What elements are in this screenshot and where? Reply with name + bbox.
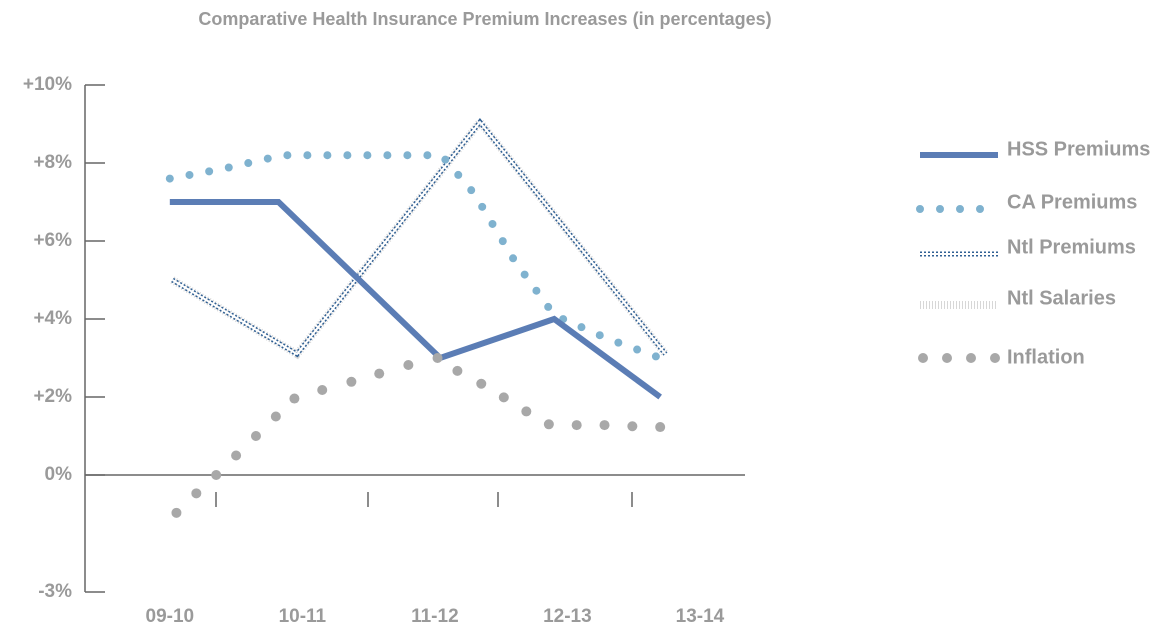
y-tick-label: 0% xyxy=(45,464,73,485)
point xyxy=(403,360,414,371)
point xyxy=(289,393,300,404)
point xyxy=(211,470,222,480)
point xyxy=(432,353,443,363)
point xyxy=(476,378,487,389)
legend-label: Ntl Premiums xyxy=(1007,236,1136,258)
series-line xyxy=(169,199,662,400)
point xyxy=(317,384,328,395)
series-line xyxy=(170,115,669,360)
point xyxy=(498,392,509,403)
y-tick-label: -3% xyxy=(38,581,72,602)
legend-label: CA Premiums xyxy=(1007,191,1137,213)
point xyxy=(571,420,582,431)
x-tick-label: 10-11 xyxy=(279,606,327,627)
point xyxy=(374,368,385,379)
x-tick-label: 13-14 xyxy=(676,606,725,627)
y-tick-label: +8% xyxy=(33,152,72,173)
x-tick-label: 12-13 xyxy=(543,606,592,627)
series-line xyxy=(171,120,667,356)
legend-swatch xyxy=(966,353,976,363)
chart-title: Comparative Health Insurance Premium Inc… xyxy=(198,9,771,29)
x-tick-label: 09-10 xyxy=(146,606,195,627)
y-tick-label: +2% xyxy=(33,386,72,407)
legend-label: Inflation xyxy=(1007,346,1085,368)
legend-swatch xyxy=(918,353,928,363)
point xyxy=(543,419,554,430)
point xyxy=(521,406,532,417)
point xyxy=(270,411,281,422)
y-tick-label: +4% xyxy=(33,308,72,329)
legend-swatch xyxy=(990,353,1000,363)
point xyxy=(171,507,182,518)
y-tick-label: +6% xyxy=(33,230,72,251)
point xyxy=(452,365,463,376)
legend-swatch xyxy=(942,353,952,363)
series-line xyxy=(171,118,668,358)
point xyxy=(250,431,261,441)
point xyxy=(599,420,610,431)
point xyxy=(231,450,242,461)
legend-label: HSS Premiums xyxy=(1007,138,1150,160)
y-tick-label: +10% xyxy=(23,74,72,95)
point xyxy=(346,376,357,387)
x-tick-label: 11-12 xyxy=(411,606,459,627)
point xyxy=(655,422,666,433)
point xyxy=(191,488,202,499)
point xyxy=(627,421,638,432)
legend-label: Ntl Salaries xyxy=(1007,287,1116,309)
